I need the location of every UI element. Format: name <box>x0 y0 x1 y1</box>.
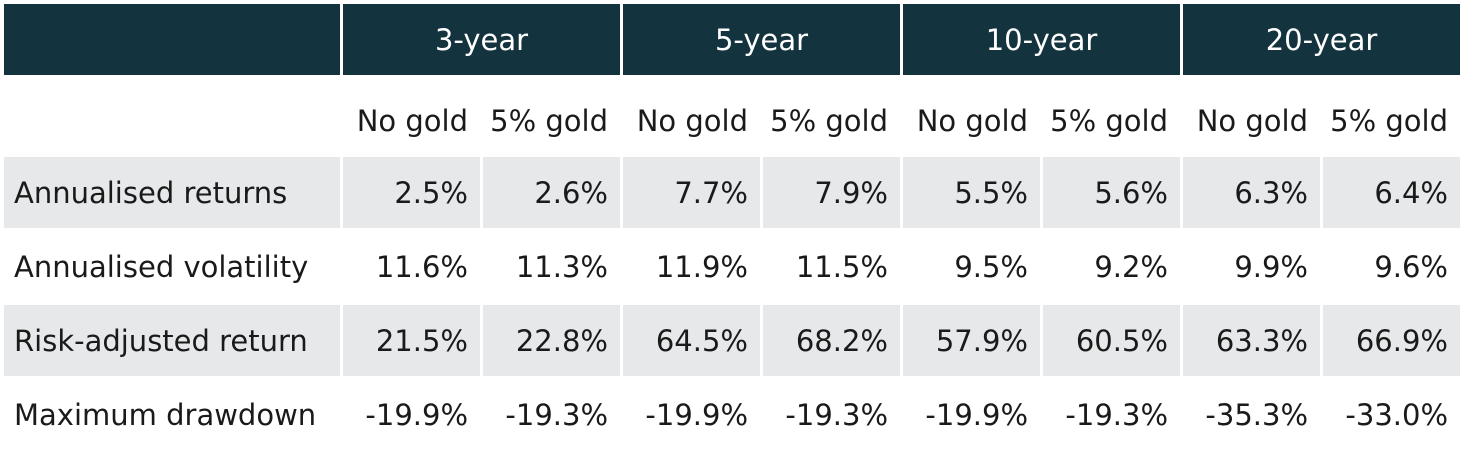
value-cell: -19.3% <box>505 397 608 432</box>
value-cell: 9.6% <box>1374 249 1448 284</box>
value-cell: 64.5% <box>623 305 760 376</box>
value-cell: 63.3% <box>1183 305 1320 376</box>
row-label: Risk-adjusted return <box>4 305 340 376</box>
value-cell: 60.5% <box>1043 305 1180 376</box>
value-cell: 7.7% <box>623 157 760 228</box>
value-cell: -19.3% <box>1065 397 1168 432</box>
header-5-year: 5-year <box>623 4 900 75</box>
subheader-corner <box>4 78 340 154</box>
value-cell: -19.3% <box>785 397 888 432</box>
value-cell: -19.9% <box>925 397 1028 432</box>
value-cell: 11.5% <box>795 249 888 284</box>
value-cell: 66.9% <box>1323 305 1460 376</box>
header-10-year: 10-year <box>903 4 1180 75</box>
subheader-5y-5pct-gold: 5% gold <box>770 104 888 138</box>
value-cell: 9.9% <box>1234 249 1308 284</box>
row-annualised-volatility: Annualised volatility 11.6% 11.3% 11.9% … <box>4 231 1462 302</box>
subheader-20y-5pct-gold: 5% gold <box>1330 104 1448 138</box>
value-cell: 68.2% <box>763 305 900 376</box>
value-cell: 11.6% <box>375 249 468 284</box>
value-cell: 6.3% <box>1183 157 1320 228</box>
row-label: Maximum drawdown <box>14 397 317 432</box>
subheader-3y-no-gold: No gold <box>356 104 468 138</box>
header-20-year: 20-year <box>1183 4 1460 75</box>
value-cell: 5.5% <box>903 157 1040 228</box>
subheader-3y-5pct-gold: 5% gold <box>490 104 608 138</box>
value-cell: -35.3% <box>1205 397 1308 432</box>
value-cell: 9.2% <box>1094 249 1168 284</box>
value-cell: 2.5% <box>343 157 480 228</box>
value-cell: 6.4% <box>1323 157 1460 228</box>
subheader-row: No gold 5% gold No gold 5% gold No gold … <box>4 78 1462 154</box>
value-cell: 22.8% <box>483 305 620 376</box>
subheader-10y-5pct-gold: 5% gold <box>1050 104 1168 138</box>
header-row: 3-year 5-year 10-year 20-year <box>4 4 1462 75</box>
row-label: Annualised volatility <box>14 249 309 284</box>
row-annualised-returns: Annualised returns 2.5% 2.6% 7.7% 7.9% 5… <box>4 157 1462 228</box>
subheader-5y-no-gold: No gold <box>636 104 748 138</box>
value-cell: 9.5% <box>954 249 1028 284</box>
value-cell: -33.0% <box>1345 397 1448 432</box>
row-risk-adjusted-return: Risk-adjusted return 21.5% 22.8% 64.5% 6… <box>4 305 1462 376</box>
comparison-table: 3-year 5-year 10-year 20-year No gold 5%… <box>4 4 1462 450</box>
value-cell: 21.5% <box>343 305 480 376</box>
subheader-10y-no-gold: No gold <box>916 104 1028 138</box>
subheader-20y-no-gold: No gold <box>1196 104 1308 138</box>
header-3-year: 3-year <box>343 4 620 75</box>
value-cell: 57.9% <box>903 305 1040 376</box>
value-cell: -19.9% <box>645 397 748 432</box>
row-label: Annualised returns <box>4 157 340 228</box>
value-cell: 7.9% <box>763 157 900 228</box>
header-corner <box>4 4 340 75</box>
value-cell: 11.9% <box>655 249 748 284</box>
row-maximum-drawdown: Maximum drawdown -19.9% -19.3% -19.9% -1… <box>4 379 1462 450</box>
value-cell: -19.9% <box>365 397 468 432</box>
value-cell: 2.6% <box>483 157 620 228</box>
value-cell: 5.6% <box>1043 157 1180 228</box>
value-cell: 11.3% <box>515 249 608 284</box>
